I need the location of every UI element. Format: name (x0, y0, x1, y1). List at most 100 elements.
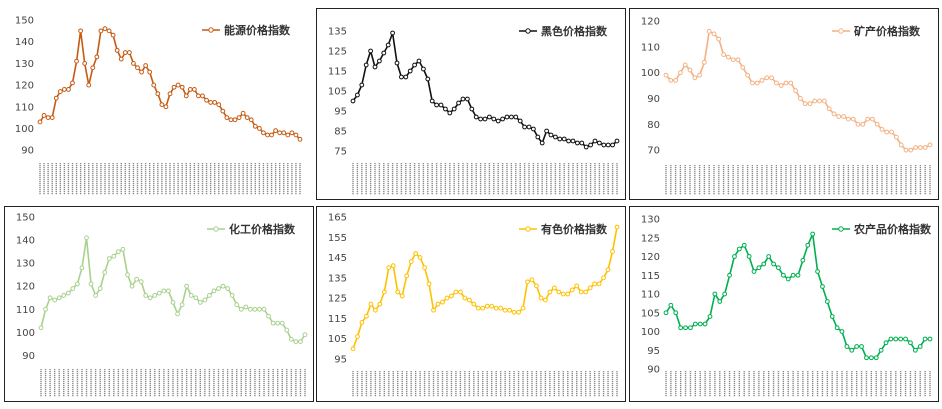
data-point (927, 336, 933, 342)
data-point (131, 60, 136, 66)
data-point (493, 305, 499, 311)
data-point (377, 58, 382, 64)
data-point (197, 299, 203, 305)
data-point (106, 256, 112, 261)
data-point (538, 295, 544, 301)
data-point (917, 344, 923, 349)
data-point (475, 305, 481, 311)
data-point (864, 355, 869, 361)
series-markers (350, 30, 620, 150)
data-point (84, 235, 89, 241)
data-point (761, 261, 767, 267)
data-point (793, 88, 799, 94)
data-point (175, 82, 181, 88)
data-point (220, 283, 226, 289)
data-point (408, 259, 414, 264)
data-point (785, 276, 791, 282)
y-tick-label-115: 115 (328, 67, 347, 78)
data-point (216, 102, 222, 107)
data-point (721, 52, 726, 57)
data-point (570, 138, 576, 144)
data-point (368, 48, 373, 54)
data-point (399, 293, 405, 299)
data-point (75, 281, 80, 287)
data-point (171, 84, 177, 90)
data-point (66, 87, 71, 92)
data-point (293, 132, 299, 138)
data-point (421, 66, 426, 72)
data-point (502, 307, 508, 313)
data-point (270, 320, 276, 326)
data-point (281, 130, 287, 136)
y-tick-label-75: 75 (334, 147, 347, 158)
data-point (261, 130, 266, 136)
y-tick-label-150: 150 (16, 213, 35, 224)
legend-swatch-marker (525, 28, 531, 34)
data-point (166, 288, 171, 294)
data-point (45, 115, 51, 121)
series-line (39, 27, 301, 140)
data-point (547, 289, 553, 295)
data-point (447, 110, 453, 116)
data-point (682, 62, 688, 68)
data-point (167, 91, 173, 97)
data-point (884, 129, 890, 135)
data-point (592, 281, 598, 287)
data-point (879, 127, 885, 132)
chart-nonferrous: 95 105 115 125 135 145 155 165 有色价格指数 (328, 213, 620, 397)
data-point (750, 80, 755, 86)
data-point (114, 47, 120, 53)
data-point (520, 305, 526, 311)
data-point (918, 145, 923, 150)
data-point (860, 121, 866, 127)
y-tick-label-100: 100 (16, 328, 35, 339)
data-point (385, 42, 391, 48)
data-point (778, 83, 784, 88)
data-point (489, 303, 495, 309)
data-point (61, 87, 67, 92)
data-point (553, 134, 558, 140)
data-point (889, 129, 895, 135)
y-tick-label-135: 135 (328, 27, 347, 38)
data-point (70, 80, 75, 86)
data-point (583, 144, 589, 150)
data-point (208, 100, 214, 105)
chart-agricultural: 90 95 100 105 110 115 120 125 130 农产品价格指数 (641, 215, 933, 397)
data-point (817, 98, 823, 104)
data-point (90, 65, 96, 71)
data-point (126, 50, 132, 55)
data-point (43, 306, 48, 312)
data-point (248, 117, 254, 123)
data-point (548, 132, 554, 138)
data-point (702, 59, 707, 65)
data-point (783, 80, 789, 86)
data-point (807, 101, 813, 107)
data-point (399, 74, 404, 80)
data-point (692, 321, 698, 327)
data-point (574, 283, 580, 289)
data-point (583, 289, 589, 295)
data-point (47, 295, 53, 301)
data-point (159, 102, 165, 107)
y-tick-label-130: 130 (16, 259, 35, 270)
data-point (824, 299, 830, 304)
data-point (147, 295, 153, 301)
data-point (102, 269, 108, 275)
data-point (766, 254, 772, 259)
data-point (498, 305, 504, 311)
data-point (407, 68, 413, 74)
data-point (56, 295, 62, 301)
data-point (451, 106, 457, 112)
data-point (717, 299, 723, 304)
data-point (256, 126, 262, 131)
y-tick-label-130: 130 (15, 59, 34, 70)
data-point (579, 140, 585, 146)
data-point (184, 283, 190, 289)
data-point (413, 251, 419, 256)
data-point (560, 291, 566, 297)
data-point (473, 114, 479, 120)
data-point (465, 96, 470, 102)
y-tick-label-100: 100 (15, 124, 34, 135)
data-point (822, 98, 827, 104)
data-point (531, 126, 536, 132)
